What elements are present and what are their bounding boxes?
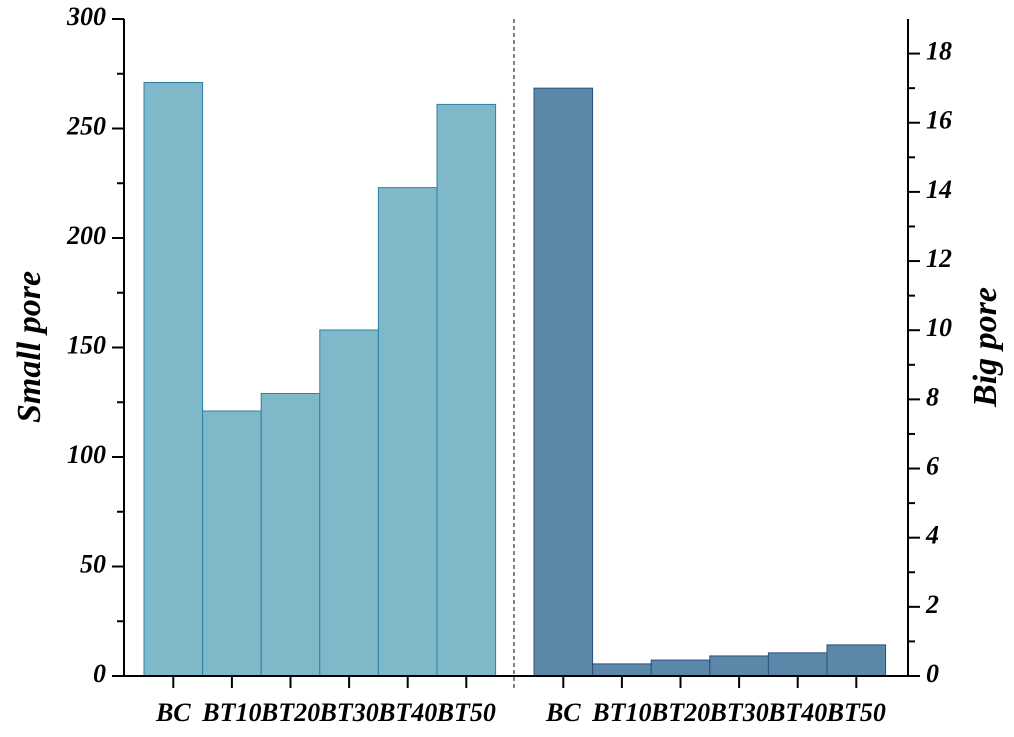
bar	[826, 644, 887, 677]
bar	[709, 655, 769, 677]
bar	[143, 82, 204, 677]
y2-tick-label: 16	[926, 106, 952, 135]
y2-tick-label: 2	[925, 590, 939, 619]
x-tick-label: BC	[155, 698, 191, 727]
x-tick-label: BT30	[318, 698, 378, 727]
bar	[319, 329, 379, 677]
bar	[377, 187, 438, 677]
x-tick-label: BT40	[377, 698, 437, 727]
y-tick-label: 200	[66, 221, 106, 250]
x-tick-label: BT20	[260, 698, 320, 727]
y2-tick-label: 14	[926, 175, 952, 204]
bar	[533, 87, 594, 677]
y2-axis-title: Big pore	[967, 287, 1004, 408]
y2-tick-label: 0	[926, 659, 939, 688]
y2-tick-label: 8	[926, 382, 939, 411]
y-tick-label: 300	[66, 2, 106, 31]
x-tick-label: BC	[545, 698, 581, 727]
bar	[767, 652, 828, 677]
bar	[592, 663, 652, 677]
y-tick-label: 100	[67, 440, 106, 469]
y2-tick-label: 18	[926, 37, 952, 66]
y2-tick-label: 10	[926, 313, 952, 342]
bar	[202, 410, 262, 677]
x-tick-label: BT30	[708, 698, 768, 727]
bar	[260, 392, 321, 677]
y-tick-label: 150	[67, 330, 106, 359]
y-tick-label: 250	[66, 111, 106, 140]
bar	[650, 659, 711, 677]
y-tick-label: 50	[80, 549, 106, 578]
x-tick-label: BT50	[436, 698, 496, 727]
x-tick-label: BT20	[650, 698, 710, 727]
x-tick-label: BT10	[591, 698, 651, 727]
y-axis-title: Small pore	[11, 271, 48, 423]
y-tick-label: 0	[93, 659, 106, 688]
bar	[436, 103, 497, 677]
x-tick-label: BT50	[826, 698, 886, 727]
y2-tick-label: 12	[926, 244, 952, 273]
y2-tick-label: 4	[925, 521, 939, 550]
y2-tick-label: 6	[926, 451, 939, 480]
x-tick-label: BT40	[767, 698, 827, 727]
x-tick-label: BT10	[201, 698, 261, 727]
